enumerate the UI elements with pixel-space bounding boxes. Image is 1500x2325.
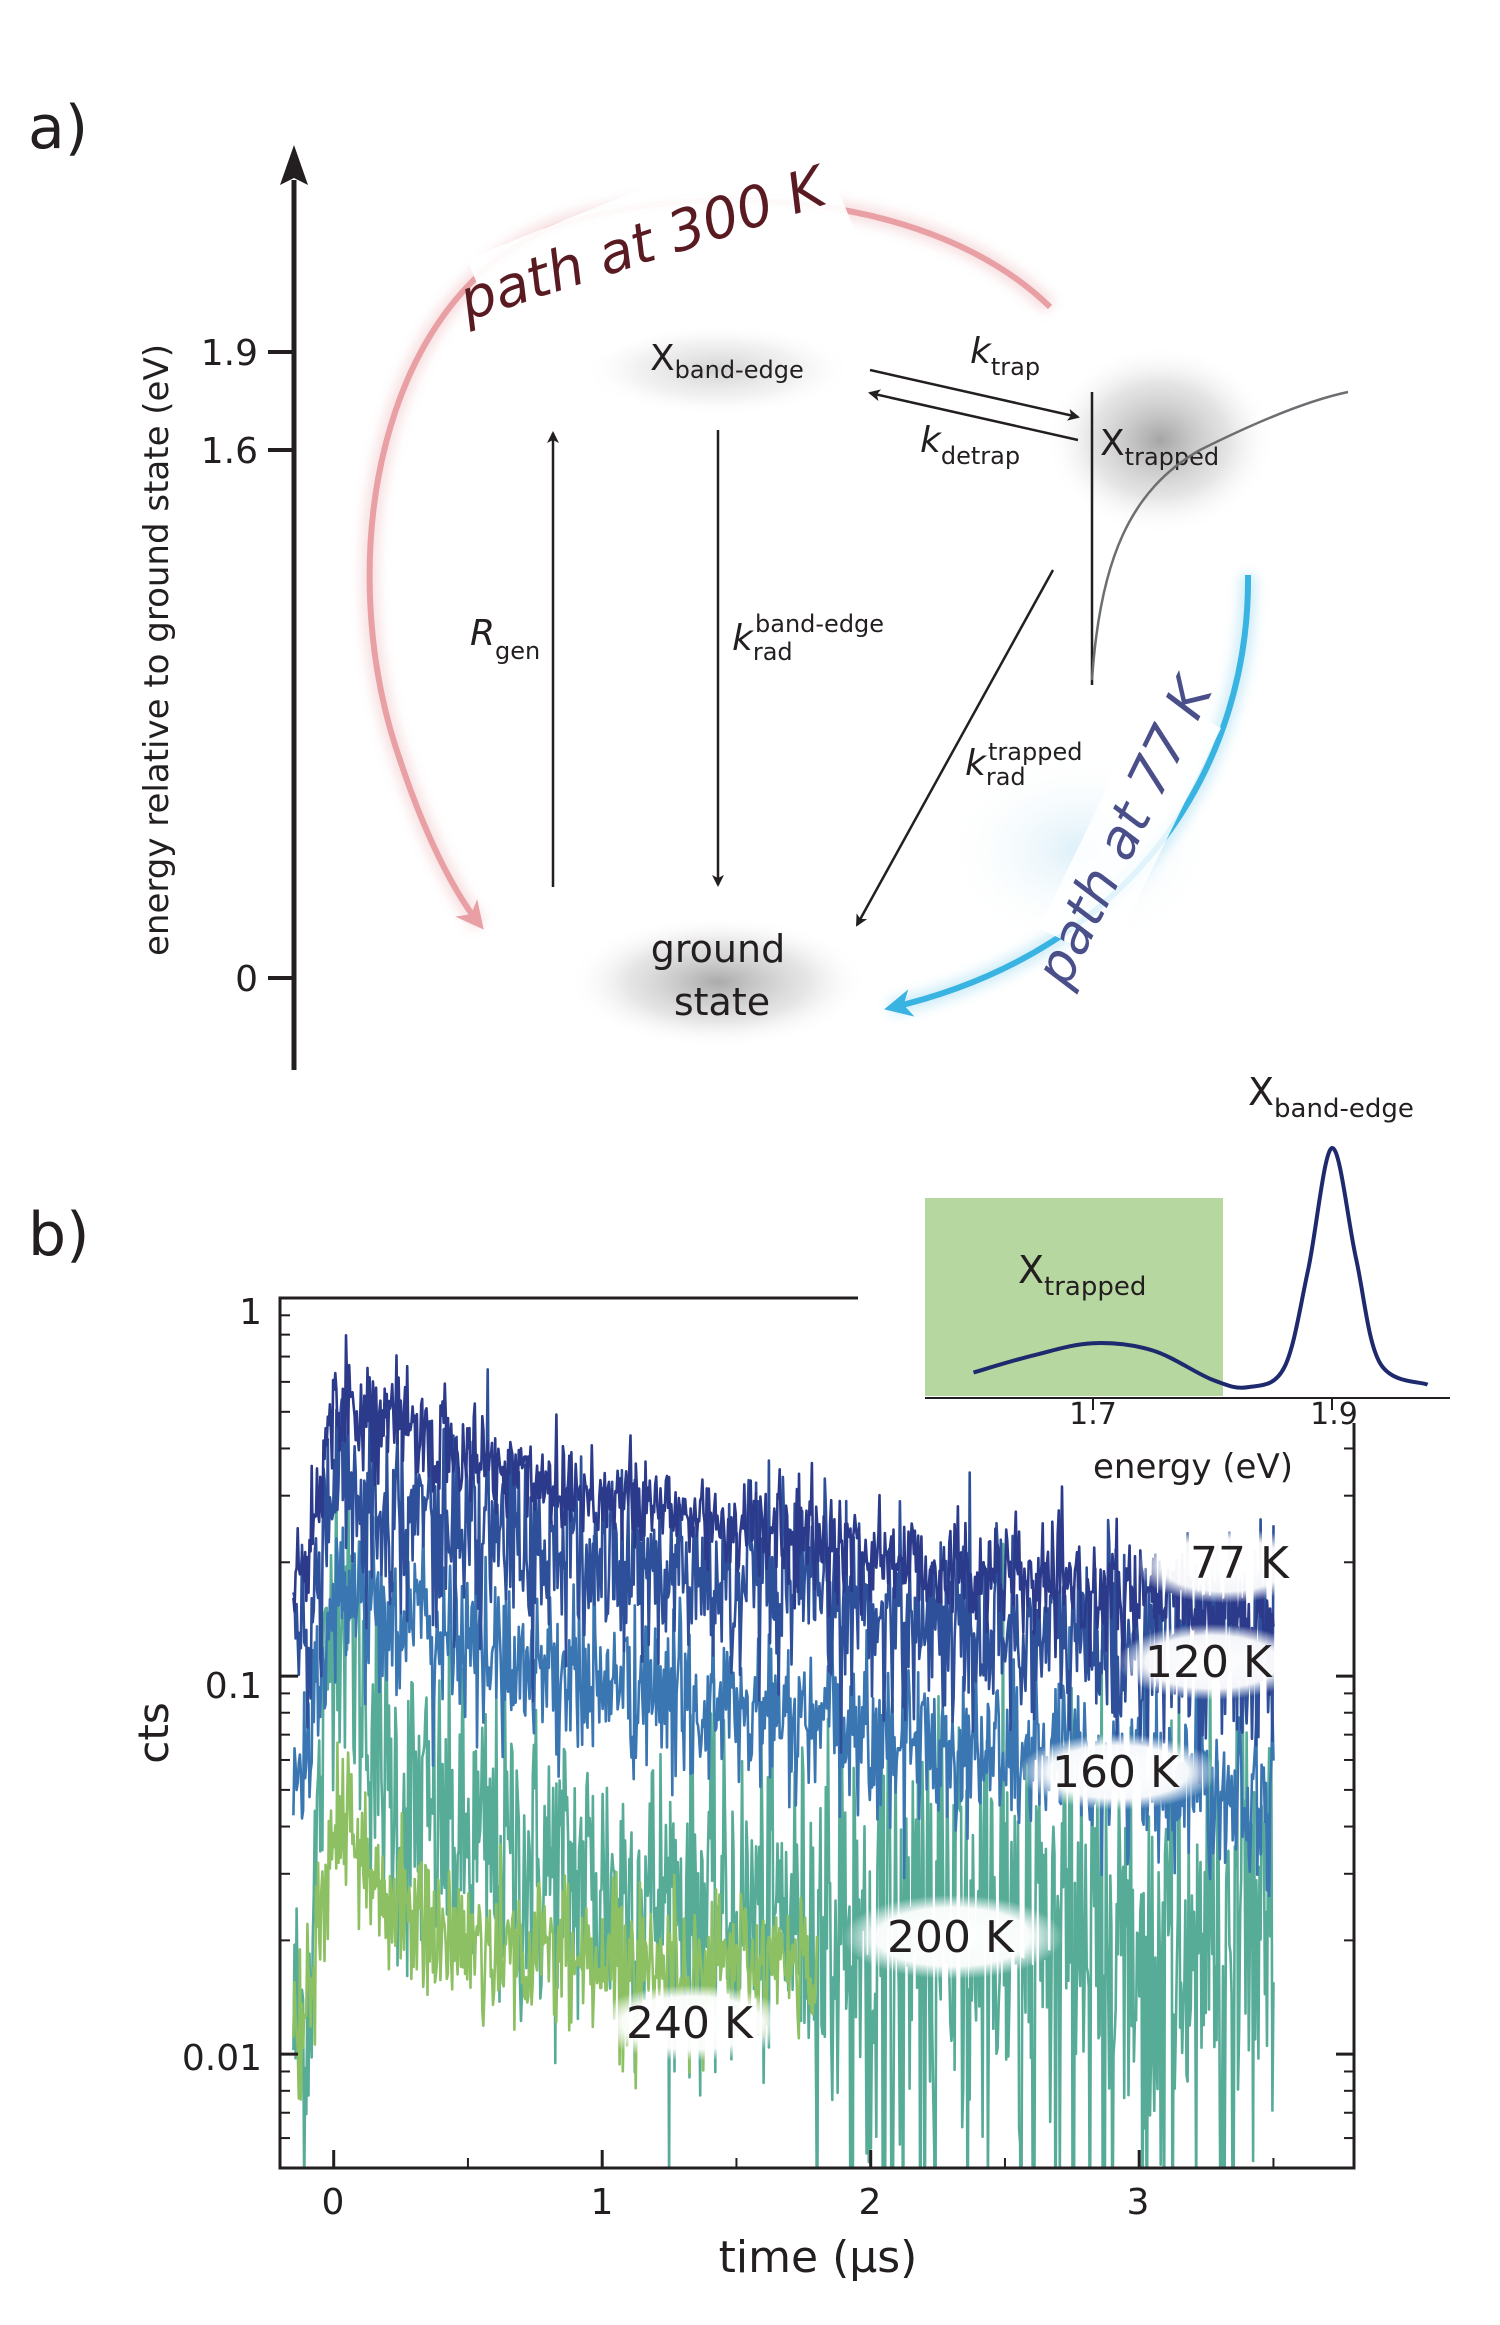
tick-label-1-6: 1.6 — [201, 431, 258, 472]
halo-200k — [843, 1895, 1063, 1979]
inset-trapped-label: Xtrapped — [1018, 1248, 1146, 1302]
decay-traces — [292, 1334, 1275, 2168]
inset-spectrum-curve — [972, 1145, 1429, 1390]
halo-240k — [592, 1985, 792, 2061]
ground-glow — [568, 916, 868, 1048]
ytick-label-0-01: 0.01 — [182, 2038, 262, 2079]
ktrap-arrow — [869, 368, 1080, 421]
tick-label-1-9: 1.9 — [201, 333, 258, 374]
ytick-label-1: 1 — [239, 1292, 262, 1333]
ktrap-label: ktrap — [970, 331, 1040, 381]
kdetrap-label: kdetrap — [920, 420, 1020, 470]
kdetrap-arrow — [868, 389, 1079, 442]
panel-a: a) 1.9 1.6 0 energy relative to ground s… — [28, 93, 1349, 1070]
label-200k: 200 K — [887, 1912, 1015, 1963]
ground-state-line2: state — [674, 980, 770, 1024]
label-160k: 160 K — [1052, 1747, 1180, 1798]
inset-xtick-1-7: 1.7 — [1069, 1397, 1117, 1432]
band-edge-glow — [583, 324, 853, 416]
tick-label-0: 0 — [235, 959, 258, 1000]
cold-path-label-bg — [1038, 694, 1222, 962]
inset-xtick-1-9: 1.9 — [1310, 1397, 1358, 1432]
rgen-label: Rgen — [470, 613, 540, 665]
panel-a-label: a) — [28, 93, 88, 163]
hot-path-label-bg — [467, 120, 863, 390]
trace-240k — [292, 1741, 819, 2101]
krad-band-edge-superscript: band-edge — [755, 610, 884, 638]
panel-b-label: b) — [28, 1200, 90, 1270]
band-edge-state-label: Xband-edge — [650, 338, 804, 384]
trace-77k — [292, 1334, 1275, 1697]
x-axis-label: time (μs) — [719, 2232, 918, 2283]
inset-x-axis-label: energy (eV) — [1093, 1447, 1293, 1487]
trapped-highlight — [925, 1198, 1223, 1396]
trap-potential-curve — [1090, 390, 1349, 681]
xtick-label-3: 3 — [1127, 2182, 1150, 2223]
label-120k: 120 K — [1145, 1637, 1273, 1688]
ytick-label-0-1: 0.1 — [205, 1666, 262, 1707]
krad-trapped-superscript: trapped — [988, 738, 1082, 766]
xtick-label-2: 2 — [859, 2182, 882, 2223]
energy-axis-label: energy relative to ground state (eV) — [137, 344, 177, 956]
halo-77k — [1135, 1527, 1315, 1603]
ground-state-line1: ground — [651, 927, 785, 971]
inset-spectrum: 1.7 1.9 energy (eV) Xtrapped Xband-edge — [858, 1070, 1450, 1487]
xtick-label-0: 0 — [322, 2182, 345, 2223]
label-240k: 240 K — [626, 1998, 754, 2049]
energy-axis-arrowhead — [280, 145, 308, 185]
halo-160k — [1018, 1734, 1218, 1810]
krad-trapped-label: krad — [965, 743, 1026, 791]
inset-band-edge-label: Xband-edge — [1248, 1070, 1414, 1124]
halo-120k — [1117, 1624, 1307, 1700]
y-axis-label: cts — [129, 1702, 178, 1763]
panel-b: b) 1 0.1 0.01 0 1 2 3 cts time (μs) 77 K… — [28, 1070, 1450, 2283]
plot-frame — [278, 1296, 1356, 2170]
xtick-label-1: 1 — [591, 2182, 614, 2223]
krad-trapped-arrow — [855, 569, 1055, 927]
label-77k: 77 K — [1190, 1538, 1290, 1589]
trapped-glow — [1045, 345, 1275, 535]
krad-band-edge-label: krad — [732, 618, 793, 666]
